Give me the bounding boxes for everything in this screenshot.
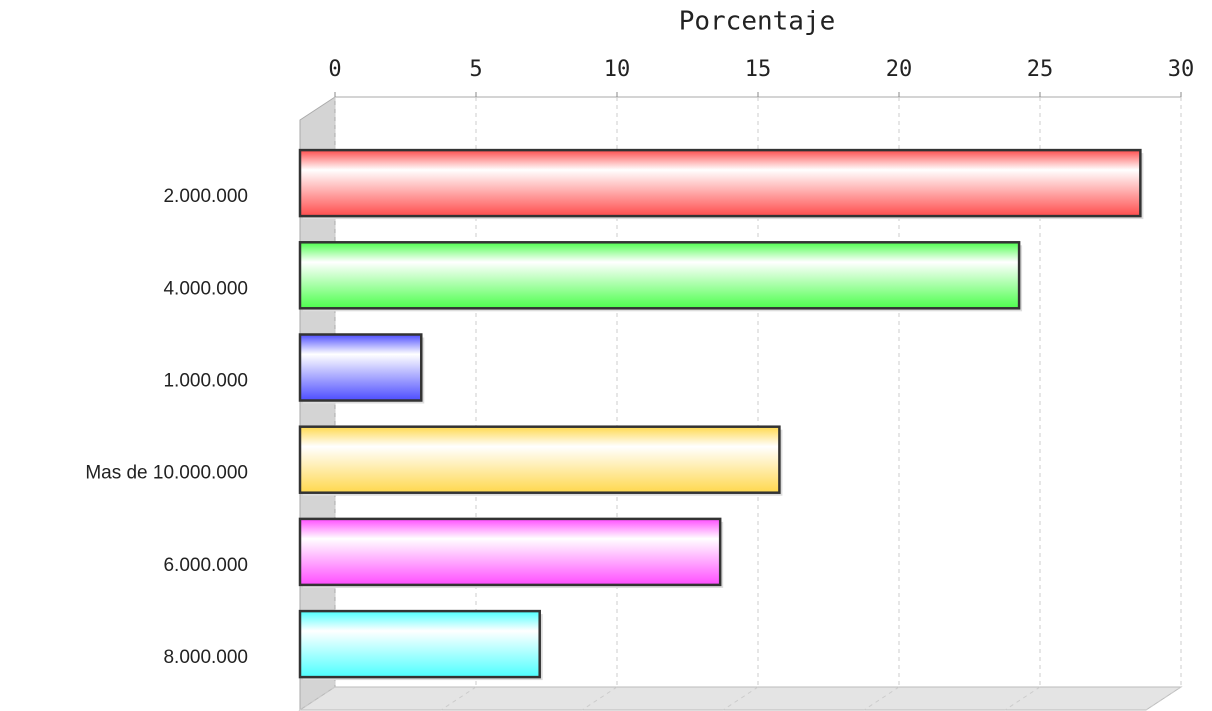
x-axis-title: Porcentaje bbox=[679, 7, 836, 37]
bar bbox=[298, 609, 541, 679]
x-tick-label: 0 bbox=[328, 57, 341, 82]
y-tick-label: 1.000.000 bbox=[163, 371, 248, 392]
grid-line bbox=[1145, 686, 1182, 711]
grid-line bbox=[1004, 686, 1041, 711]
y-tick-label: 4.000.000 bbox=[163, 278, 248, 299]
x-tick-label: 5 bbox=[469, 57, 482, 82]
x-tick-label: 20 bbox=[886, 57, 913, 82]
bar bbox=[298, 333, 423, 402]
bar bbox=[298, 241, 1021, 310]
grid-line bbox=[299, 686, 336, 711]
bar bbox=[298, 517, 722, 587]
floor bbox=[298, 686, 1183, 711]
y-tick-label: 6.000.000 bbox=[163, 555, 248, 576]
bar bbox=[298, 425, 781, 494]
grid-line bbox=[722, 686, 759, 711]
x-tick-label: 25 bbox=[1027, 57, 1054, 82]
x-tick-label: 15 bbox=[745, 57, 772, 82]
x-tick-label: 10 bbox=[604, 57, 631, 82]
grid-line bbox=[863, 686, 900, 711]
y-tick-label: Mas de 10.000.000 bbox=[85, 463, 248, 484]
y-tick-label: 8.000.000 bbox=[163, 647, 248, 668]
x-tick-label: 30 bbox=[1168, 57, 1195, 82]
grid-line bbox=[440, 686, 477, 711]
y-tick-label: 2.000.000 bbox=[163, 186, 248, 207]
bar bbox=[298, 148, 1142, 218]
grid-line bbox=[581, 686, 618, 711]
